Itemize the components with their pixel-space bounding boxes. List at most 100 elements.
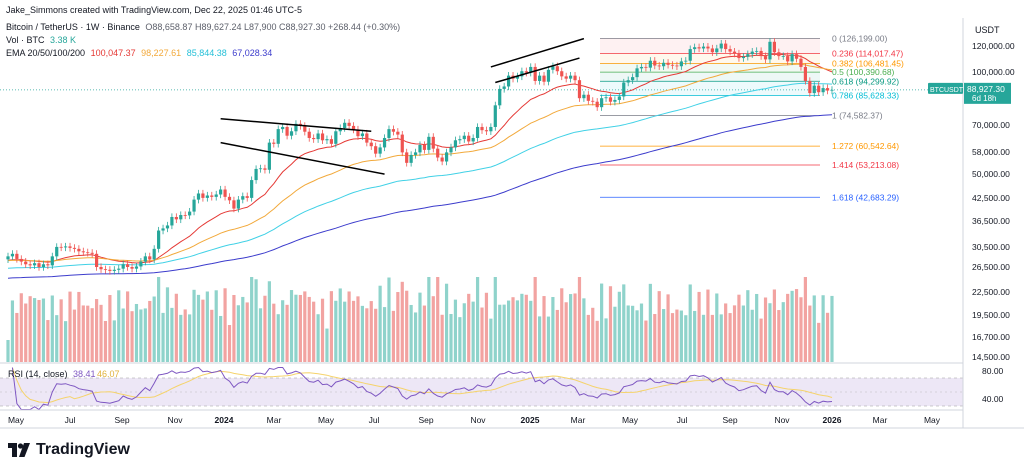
x-tick-label: Nov <box>774 415 790 425</box>
volume-bar <box>174 293 178 362</box>
candle-body <box>750 51 754 55</box>
candle-body <box>803 66 807 81</box>
candle-body <box>772 41 776 53</box>
vol-value: 3.38 K <box>50 35 77 45</box>
fib-level-label: 0.236 (114,017.47) <box>832 48 903 58</box>
volume-bar <box>95 299 99 362</box>
volume-bar <box>577 277 582 362</box>
candle-body <box>170 216 174 226</box>
volume-header: Vol · BTC 3.38 K <box>6 35 79 45</box>
candle-body <box>210 195 214 197</box>
x-tick-label: May <box>924 415 941 425</box>
tradingview-logo-icon <box>8 443 30 457</box>
volume-bar <box>320 298 325 362</box>
candle-body <box>55 246 59 257</box>
volume-bar <box>223 288 227 362</box>
volume-bar <box>347 291 351 362</box>
volume-bar <box>387 277 391 362</box>
x-tick-label: 2025 <box>521 415 540 425</box>
countdown-label: 6d 18h <box>972 94 996 103</box>
volume-bar <box>617 291 621 362</box>
volume-bar <box>781 302 785 362</box>
volume-bar <box>648 283 652 362</box>
volume-bar <box>400 281 404 362</box>
volume-bar <box>254 279 258 362</box>
candle-body <box>281 126 285 130</box>
volume-bar <box>232 295 236 362</box>
candle-body <box>351 125 356 130</box>
volume-bar <box>608 286 613 362</box>
candle-body <box>808 80 812 94</box>
volume-bar <box>462 303 466 362</box>
candle-body <box>644 66 648 68</box>
symbol-header: Bitcoin / TetherUS · 1W · Binance O88,65… <box>6 22 403 32</box>
candle-body <box>236 199 240 209</box>
symbol-line: Bitcoin / TetherUS · 1W · Binance <box>6 22 140 32</box>
candle-body <box>790 54 794 62</box>
candle-body <box>794 54 799 59</box>
volume-bar <box>821 295 825 362</box>
candle-body <box>391 129 396 132</box>
volume-bar <box>728 313 732 362</box>
volume-bar <box>666 294 670 362</box>
x-tick-label: Sep <box>418 415 433 425</box>
volume-bar <box>613 306 617 362</box>
candle-body <box>50 256 54 266</box>
chart-credit: Jake_Simmons created with TradingView.co… <box>6 5 302 15</box>
candle-body <box>165 225 170 229</box>
candle-body <box>90 252 94 254</box>
volume-bar <box>732 305 737 362</box>
candle-body <box>343 122 347 129</box>
candle-body <box>139 261 143 267</box>
volume-bar <box>768 303 772 362</box>
volume-bar <box>121 308 125 362</box>
volume-bar <box>46 320 50 362</box>
candle-body <box>569 75 573 79</box>
volume-bar <box>737 294 741 362</box>
fib-level-label: 1 (74,582.37) <box>832 111 883 121</box>
volume-bar <box>706 289 710 362</box>
candle-body <box>830 89 834 91</box>
volume-bar <box>55 315 59 362</box>
price-tick-label: 50,000.00 <box>972 169 1010 179</box>
volume-bar <box>338 288 342 362</box>
volume-bar <box>524 294 528 362</box>
volume-bar <box>37 299 41 362</box>
volume-bar <box>86 305 90 362</box>
volume-bar <box>219 315 223 362</box>
candle-body <box>387 129 391 138</box>
volume-bar <box>117 290 121 362</box>
candle-body <box>746 54 750 57</box>
volume-bar <box>812 295 816 362</box>
candle-body <box>604 97 608 99</box>
x-tick-label: Sep <box>722 415 737 425</box>
candle-body <box>365 133 369 143</box>
volume-bar <box>68 291 72 362</box>
candle-body <box>19 258 23 262</box>
volume-bar <box>289 290 294 362</box>
volume-bar <box>790 290 794 362</box>
volume-bar <box>436 277 440 362</box>
volume-bar <box>236 305 240 362</box>
volume-bar <box>763 297 768 362</box>
volume-bar <box>511 297 515 362</box>
candle-body <box>294 123 298 132</box>
volume-bar <box>396 292 400 362</box>
volume-bar <box>542 296 546 362</box>
x-tick-label: Mar <box>267 415 282 425</box>
candle-body <box>462 135 466 140</box>
candle-body <box>777 52 781 57</box>
tradingview-logo[interactable]: TradingView <box>8 441 130 459</box>
candle-body <box>657 65 661 67</box>
candle-body <box>15 253 19 259</box>
candle-body <box>312 137 316 140</box>
volume-bar <box>413 312 418 362</box>
volume-bar <box>10 300 15 362</box>
x-tick-label: Mar <box>873 415 888 425</box>
candle-body <box>405 152 409 163</box>
volume-bar <box>134 303 139 362</box>
candle-body <box>99 267 103 270</box>
volume-bar <box>684 315 688 362</box>
volume-bar <box>50 295 54 362</box>
